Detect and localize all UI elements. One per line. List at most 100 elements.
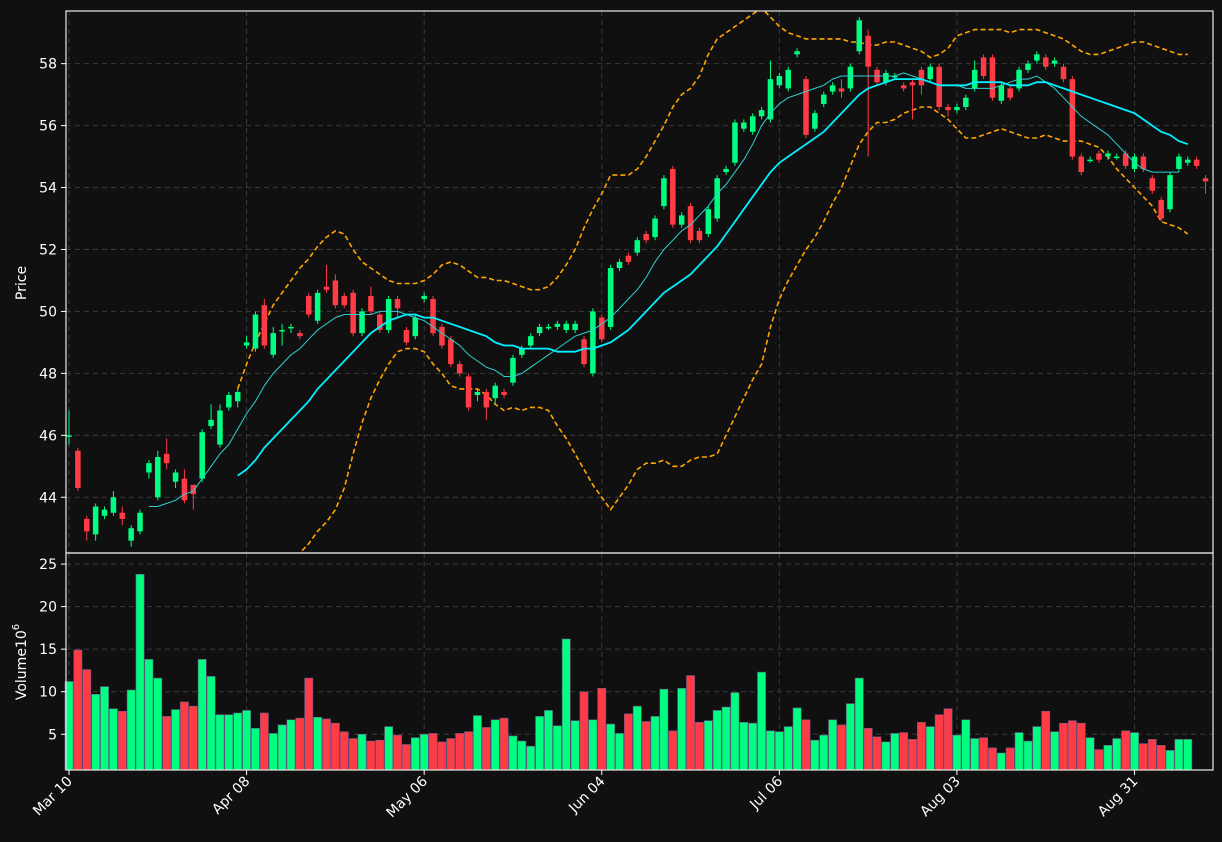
candle-body <box>305 295 312 315</box>
volume-bar <box>481 727 491 771</box>
candle-body <box>84 518 90 532</box>
candle-body <box>661 178 667 207</box>
volume-bar <box>650 716 660 771</box>
candle-body <box>723 168 729 173</box>
volume-bar <box>606 723 616 771</box>
volume-bar <box>712 710 722 771</box>
volume-axis-label: Volume106 <box>11 624 30 700</box>
candle-body <box>137 512 143 532</box>
bollinger-lower-line <box>298 106 1189 553</box>
price-tick-label: 56 <box>39 119 57 135</box>
volume-bar <box>375 739 385 771</box>
volume-bar <box>961 719 971 771</box>
volume-bar <box>330 722 340 771</box>
volume-bar <box>899 732 909 771</box>
volume-bar <box>846 703 855 771</box>
volume-bar <box>854 677 864 771</box>
candle-body <box>519 348 525 355</box>
candle-body <box>927 66 934 80</box>
candle-body <box>1202 178 1209 182</box>
volume-bar <box>792 707 802 771</box>
volume-bar <box>535 716 544 771</box>
volume-bar <box>1076 722 1086 771</box>
volume-bar <box>1059 722 1068 771</box>
volume-bar <box>881 741 891 771</box>
volume-bar <box>304 677 314 771</box>
volume-bar <box>126 689 136 771</box>
volume-bar <box>251 728 260 771</box>
candle-body <box>883 72 889 83</box>
candle-body <box>1167 175 1173 210</box>
volume-bar <box>117 710 127 771</box>
volume-bar <box>153 677 163 771</box>
volume-bar <box>1085 737 1095 771</box>
volume-bar <box>748 722 758 771</box>
candle-body <box>474 391 481 396</box>
volume-bar <box>1014 732 1024 771</box>
volume-bars <box>64 573 1193 771</box>
candle-body <box>1193 159 1200 166</box>
volume-bar <box>970 738 980 771</box>
volume-bar <box>686 675 695 771</box>
volume-bar <box>1139 743 1148 771</box>
candle-body <box>155 456 161 498</box>
volume-bar <box>322 718 331 771</box>
moving-averages <box>148 72 1189 507</box>
candle-body <box>936 66 942 108</box>
candle-body <box>554 323 561 327</box>
volume-bar <box>1050 731 1059 771</box>
candle-body <box>812 113 818 129</box>
price-gridlines <box>66 11 1213 553</box>
candle-body <box>190 484 197 495</box>
candle-body <box>803 79 809 135</box>
candle-body <box>1158 199 1164 219</box>
candle-body <box>678 215 685 225</box>
candle-body <box>448 339 454 365</box>
volume-bar <box>659 688 669 771</box>
sma-fast-line <box>148 72 1179 507</box>
volume-axis-label-exponent: 6 <box>11 624 22 630</box>
candle-body <box>1087 159 1093 162</box>
volume-bar <box>544 710 553 771</box>
candle-body <box>510 357 516 383</box>
candle-body <box>1051 60 1058 64</box>
candle-body <box>643 233 649 241</box>
candle-body <box>776 76 783 86</box>
candle-body <box>412 317 419 337</box>
volume-bar <box>1121 730 1131 771</box>
candle-body <box>1025 63 1031 70</box>
candle-body <box>1149 178 1156 191</box>
candle-body <box>1078 156 1085 173</box>
candle-body <box>261 305 268 346</box>
volume-tick-label: 15 <box>39 642 57 658</box>
candle-body <box>998 85 1005 101</box>
volume-bar <box>934 714 944 771</box>
volume-bar <box>410 737 420 771</box>
volume-bar <box>917 722 926 771</box>
volume-bar <box>135 573 145 771</box>
candle-body <box>545 326 552 329</box>
volume-bar <box>1041 710 1051 771</box>
volume-bar <box>1174 739 1184 771</box>
candle-body <box>297 333 303 337</box>
candle-body <box>1176 156 1182 169</box>
candle-body <box>456 364 463 374</box>
volume-bar <box>988 747 997 771</box>
volume-bar <box>739 722 749 771</box>
volume-bar <box>348 738 358 771</box>
candle-body <box>181 478 188 501</box>
volume-bar <box>1156 745 1166 771</box>
volume-bar <box>197 659 207 771</box>
candle-body <box>1105 153 1111 157</box>
candle-body <box>1042 57 1049 67</box>
volume-bar <box>632 705 642 771</box>
candle-body <box>1122 153 1129 166</box>
volume-bar <box>419 733 429 771</box>
candle-body <box>741 122 747 129</box>
candle-body <box>616 261 623 269</box>
volume-bar <box>206 676 216 771</box>
volume-bar <box>890 733 900 771</box>
candle-body <box>501 391 507 396</box>
volume-bar <box>996 752 1006 771</box>
